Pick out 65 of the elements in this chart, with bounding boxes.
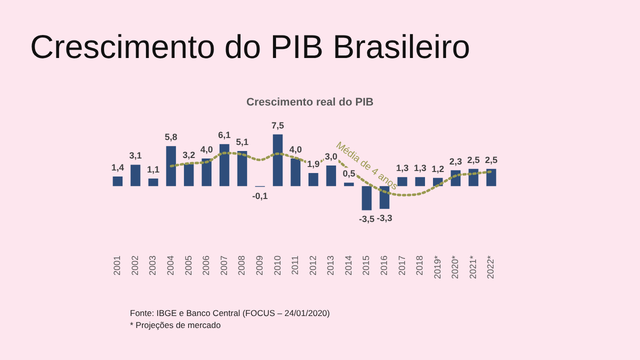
chart-title: Crescimento do PIB Brasileiro xyxy=(30,28,470,66)
x-tick-label: 2006 xyxy=(201,255,212,276)
data-label: 1,2 xyxy=(432,164,444,174)
data-label: 5,1 xyxy=(236,136,248,147)
data-label: 1,3 xyxy=(414,163,426,174)
x-tick-label: 2020* xyxy=(450,254,460,280)
x-tick-label: 2005 xyxy=(183,255,194,276)
bar xyxy=(130,164,140,186)
data-label: 2,5 xyxy=(485,154,498,165)
x-tick-label: 2010 xyxy=(272,255,282,276)
data-label: 2,3 xyxy=(449,156,462,166)
x-tick-label: 2016 xyxy=(379,255,390,276)
x-tick-label: 2011 xyxy=(290,255,300,275)
x-tick-label: 2012 xyxy=(308,255,318,276)
data-label: 4,0 xyxy=(200,144,213,155)
x-tick-label: 2015 xyxy=(361,255,372,276)
bar xyxy=(326,165,336,186)
chart-subtitle: Crescimento real do PIB xyxy=(246,96,374,109)
data-label: 3,1 xyxy=(129,150,142,161)
x-tick-label: 2019* xyxy=(432,254,442,280)
data-label: -3,5 xyxy=(358,214,374,224)
text: * Projeções de mercado xyxy=(130,319,222,331)
x-tick-label: 2014 xyxy=(343,255,354,276)
data-label: 0,5 xyxy=(342,168,356,179)
source-note: Fonte: IBGE e Banco Central (FOCUS – 24/01/2020) xyxy=(130,307,330,319)
bar xyxy=(272,134,283,186)
data-label: -0,1 xyxy=(252,190,268,201)
x-tick-label: 2018 xyxy=(414,255,425,276)
data-label: -3,3 xyxy=(376,212,392,223)
x-tick-label: 2017 xyxy=(396,255,407,276)
bar xyxy=(290,158,300,186)
bar xyxy=(220,144,230,186)
x-tick-label: 2003 xyxy=(148,255,158,276)
x-tick-label: 2009 xyxy=(254,255,264,276)
x-tick-label: 2001 xyxy=(112,255,122,276)
bar xyxy=(202,158,212,186)
x-tick-label: 2007 xyxy=(218,255,229,276)
x-tick-label: 2004 xyxy=(166,255,176,276)
bar xyxy=(166,146,176,186)
bar xyxy=(184,164,194,186)
data-label: 1,3 xyxy=(396,163,409,174)
data-label: 6,1 xyxy=(218,130,231,140)
data-label: 3,0 xyxy=(324,151,338,162)
data-label: 7,5 xyxy=(272,120,284,130)
x-tick-label: 2013 xyxy=(326,255,336,276)
bar xyxy=(148,178,158,186)
data-label: 2,5 xyxy=(467,154,480,165)
bar xyxy=(344,182,354,186)
data-label: 1,9 xyxy=(307,159,320,170)
data-label: 5,8 xyxy=(164,132,178,142)
data-label: 3,2 xyxy=(182,150,196,160)
x-tick-label: 2022* xyxy=(486,254,496,280)
x-tick-label: 2008 xyxy=(236,255,247,276)
x-tick-label: 2021* xyxy=(468,254,478,280)
bar xyxy=(397,177,408,186)
data-label: 1,1 xyxy=(147,164,160,175)
bar xyxy=(486,168,496,186)
bar xyxy=(362,186,372,210)
bar xyxy=(112,176,123,186)
data-label: 1,4 xyxy=(111,162,124,172)
bar xyxy=(415,177,425,186)
x-tick-label: 2002 xyxy=(130,255,140,276)
bar xyxy=(308,173,318,186)
data-label: 4,0 xyxy=(289,144,302,155)
bar xyxy=(237,150,248,186)
